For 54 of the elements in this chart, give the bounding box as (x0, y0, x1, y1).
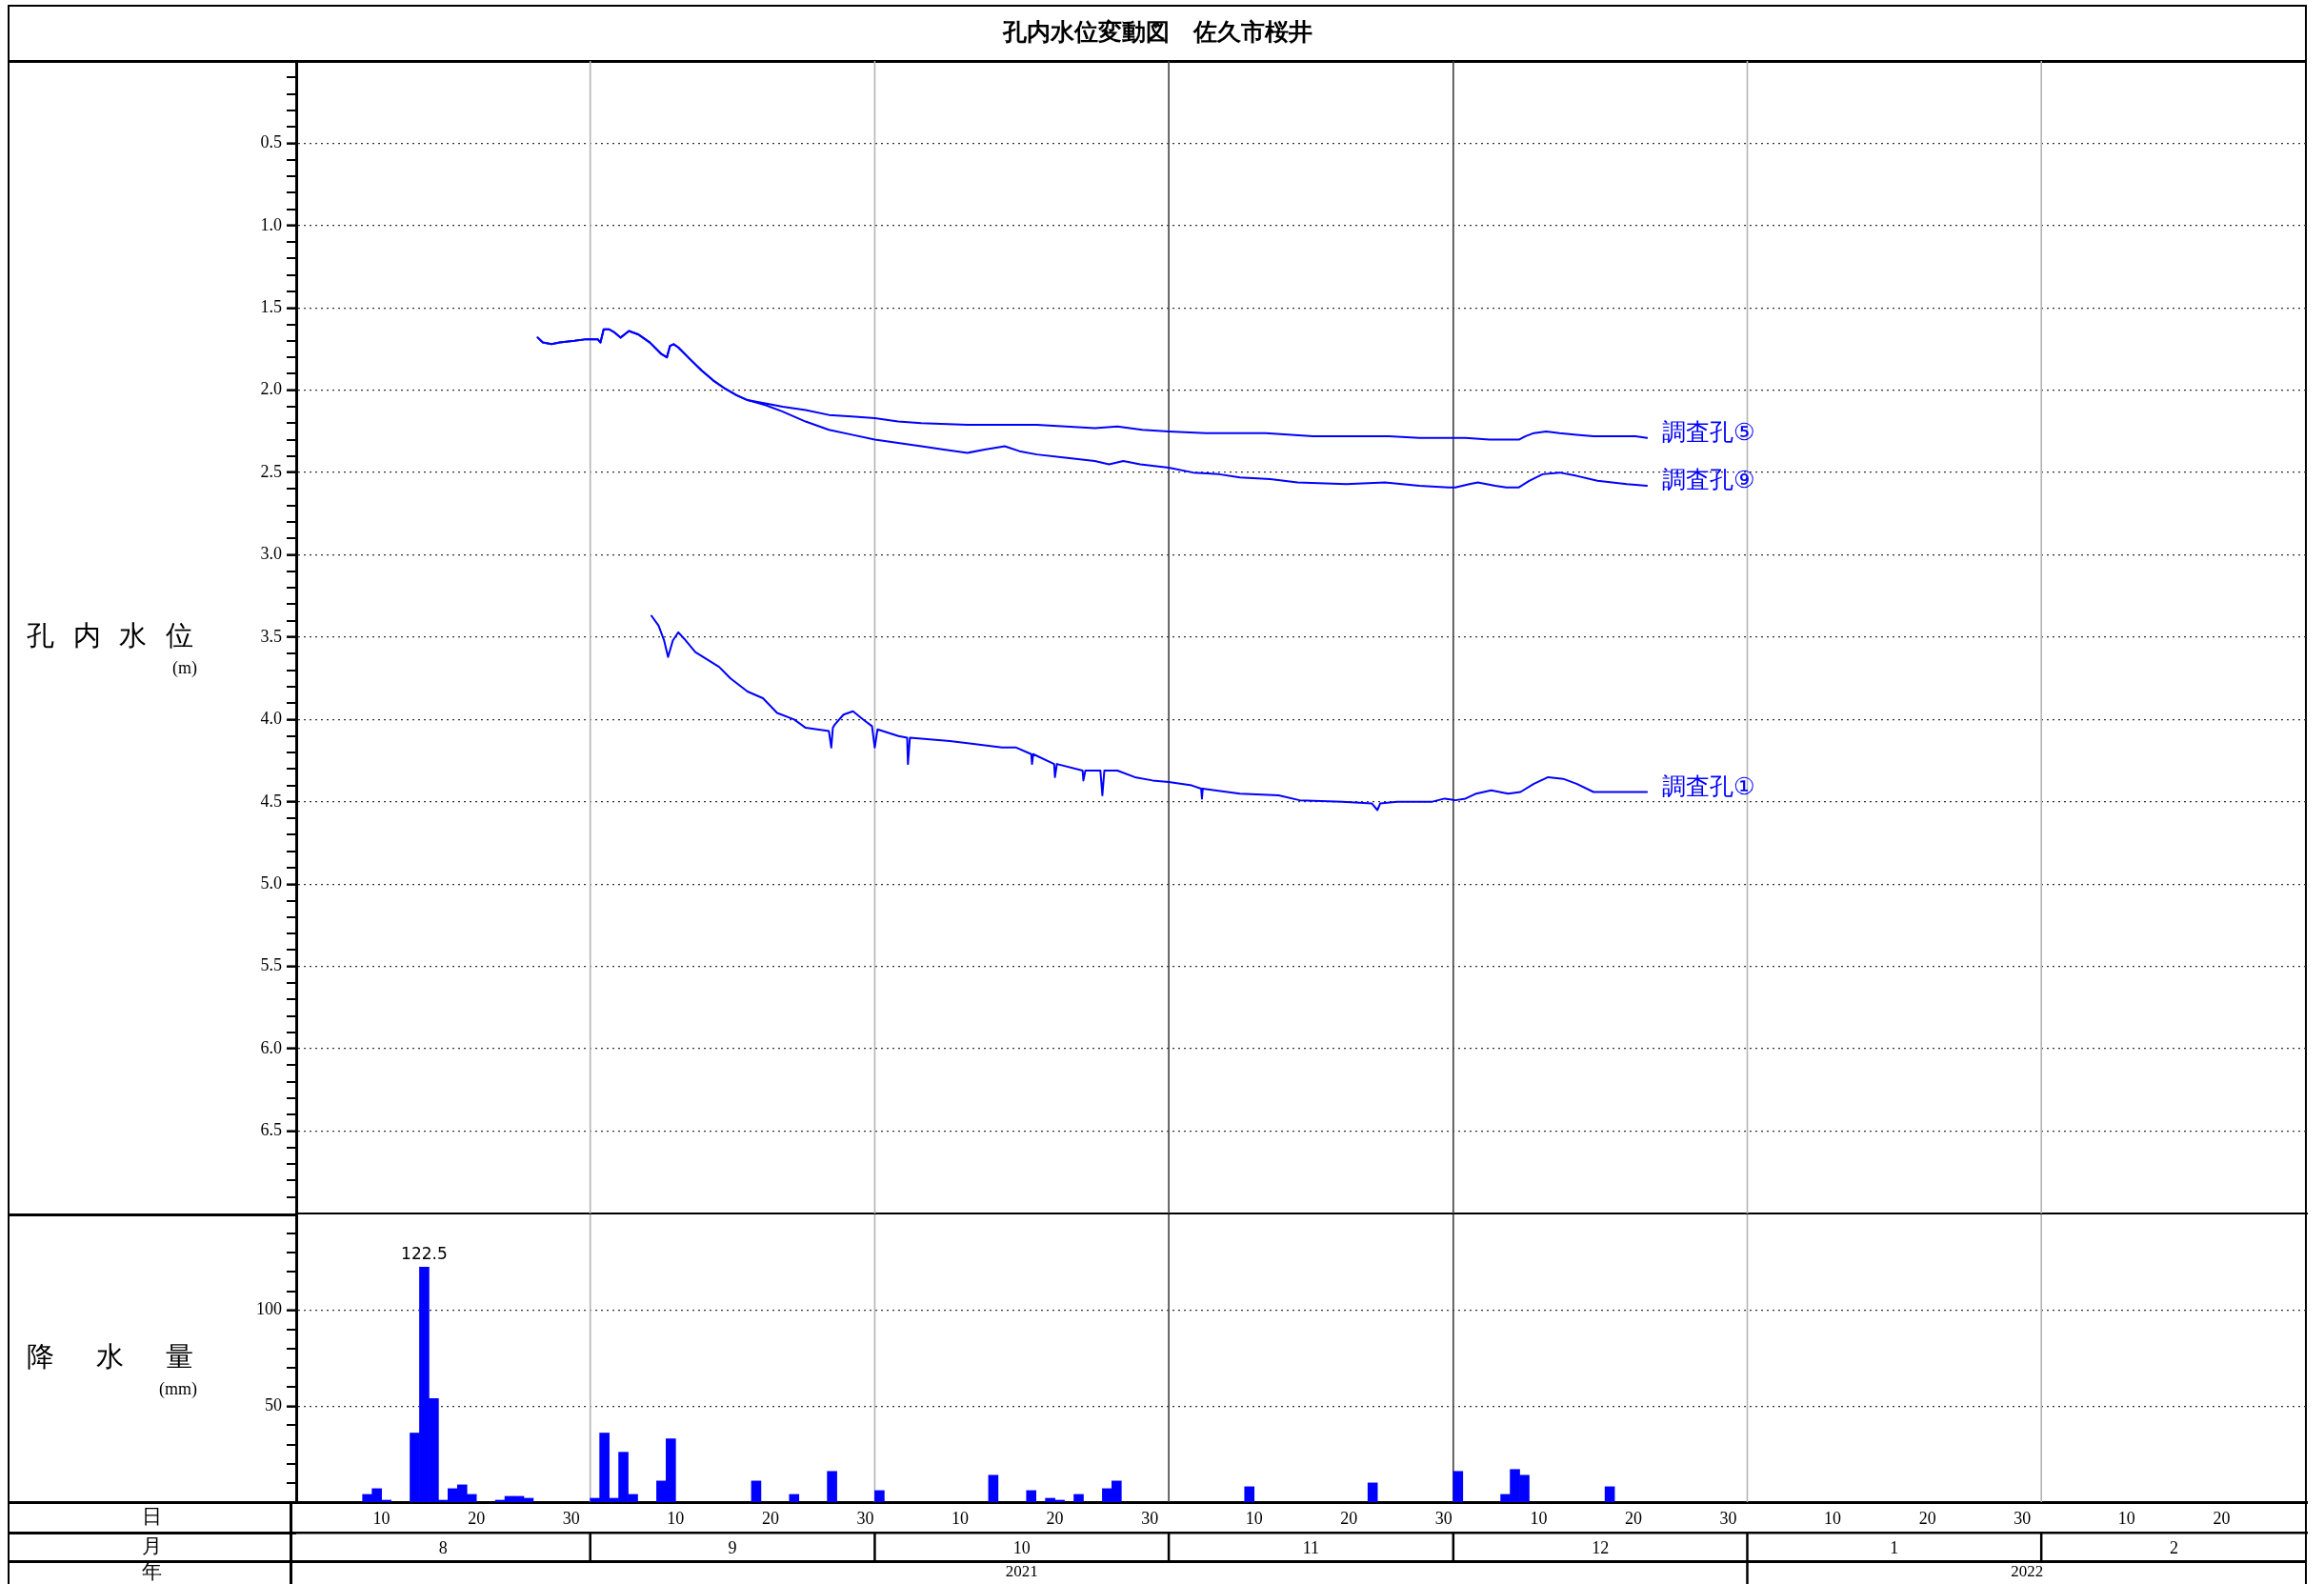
y-tick-label: 3.0 (260, 544, 282, 564)
y-tick-label: 50 (265, 1395, 282, 1415)
x2-tick-label: 10 (1012, 1537, 1031, 1557)
y-tick-label: 6.0 (260, 1037, 282, 1057)
x2-tick-label: 9 (728, 1537, 737, 1557)
y-tick-label: 4.0 (260, 709, 282, 729)
x-axis-title: 日 (141, 1504, 162, 1528)
y-tick-label: 3.5 (260, 626, 282, 646)
x-tick-label: 30 (856, 1508, 874, 1528)
y-tick-label: 6.5 (260, 1120, 282, 1140)
x-tick-label: 20 (1046, 1508, 1064, 1528)
x-tick-label: 20 (761, 1508, 779, 1528)
x-tick-label: 20 (2213, 1508, 2231, 1528)
y-tick-label: 1.5 (260, 297, 282, 317)
x-tick-label: 10 (1824, 1508, 1842, 1528)
series-label: 調査孔⑨ (1662, 466, 1755, 494)
text: 2022 (2011, 1562, 2044, 1581)
x-tick-label: 20 (468, 1508, 486, 1528)
y-tick-label: 4.5 (260, 791, 282, 811)
y-axis-title: 孔内水位 (m) (27, 619, 212, 678)
x2-tick-label: 1 (1890, 1537, 1899, 1557)
x-tick-label: 10 (952, 1508, 970, 1528)
series-label: 調査孔⑤ (1662, 418, 1755, 447)
y-tick-label: 5.0 (260, 873, 282, 893)
y-tick-label: 2.0 (260, 379, 282, 399)
x2-axis-title: 月 (141, 1534, 162, 1557)
y-tick-label: 5.5 (260, 955, 282, 975)
x-tick-label: 10 (1530, 1508, 1548, 1528)
x2-tick-label: 8 (438, 1537, 448, 1557)
x2-tick-label: 2 (2170, 1537, 2179, 1557)
x-tick-label: 30 (1141, 1508, 1159, 1528)
x-tick-label: 10 (2117, 1508, 2135, 1528)
chart-title: 孔内水位変動図 佐久市桜井 (1001, 18, 1312, 46)
y-axis-title: 降水量 (mm) (27, 1340, 235, 1399)
x-tick-label: 20 (1918, 1508, 1936, 1528)
x2-tick-label: 11 (1302, 1537, 1320, 1557)
text: 年 (141, 1559, 162, 1583)
y-tick-label: 0.5 (260, 132, 282, 152)
x-tick-label: 30 (562, 1508, 580, 1528)
x-tick-label: 10 (667, 1508, 685, 1528)
x-tick-label: 20 (1340, 1508, 1358, 1528)
x-tick-label: 30 (1719, 1508, 1737, 1528)
y-tick-label: 2.5 (260, 461, 282, 481)
x2-tick-label: 12 (1592, 1537, 1610, 1557)
x-tick-label: 10 (372, 1508, 391, 1528)
y-tick-label: 1.0 (260, 214, 282, 234)
x-tick-label: 10 (1245, 1508, 1263, 1528)
series-label: 調査孔① (1662, 772, 1755, 800)
x-tick-label: 20 (1625, 1508, 1643, 1528)
text: 2021 (1005, 1562, 1038, 1581)
y-tick-label: 100 (256, 1299, 282, 1319)
data-label: 122.5 (401, 1244, 448, 1264)
x-tick-label: 30 (2013, 1508, 2032, 1528)
x-tick-label: 30 (1434, 1508, 1452, 1528)
